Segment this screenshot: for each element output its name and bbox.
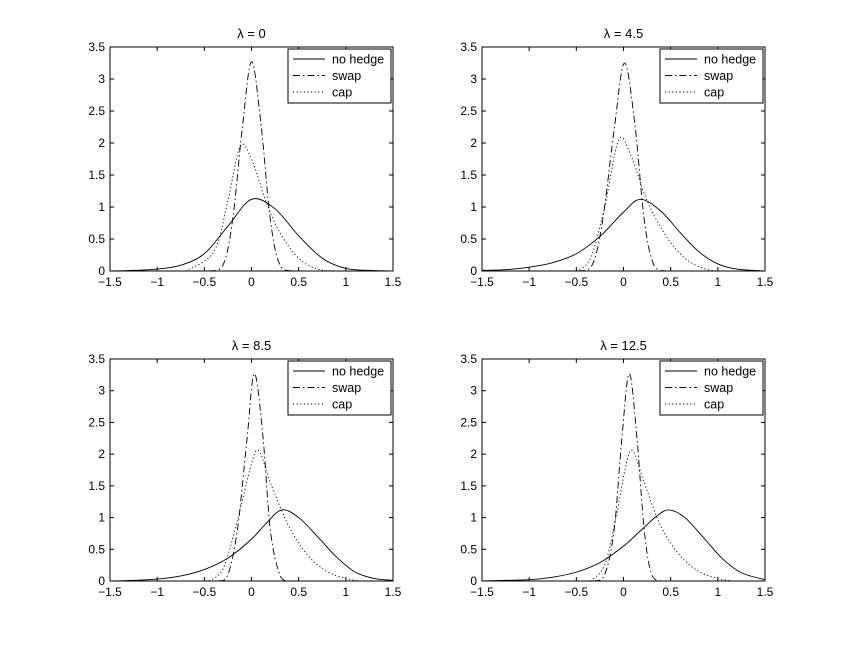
- subplot-title: λ = 0: [237, 26, 266, 41]
- y-tick-label: 3.5: [88, 40, 105, 54]
- y-tick-label: 0: [470, 574, 477, 588]
- x-tick-label: 0: [248, 275, 255, 289]
- legend-label: swap: [332, 69, 361, 83]
- x-tick-label: −1: [522, 585, 536, 599]
- legend-label: no hedge: [332, 53, 384, 67]
- series-line-cap: [590, 449, 733, 581]
- subplot-2: −1.5 −1 −0.5 0 0.5 1 1.5 0 0.5 1 1.5 2 2.5 3 3.5 λ = 4.…: [460, 26, 773, 289]
- legend-label: swap: [704, 69, 733, 83]
- y-tick-label: 1: [470, 200, 477, 214]
- x-tick-label: 1.5: [757, 275, 774, 289]
- legend-box: [287, 360, 392, 416]
- legend-label: cap: [332, 86, 352, 100]
- legend-box: [287, 48, 392, 104]
- y-tick-label: 1: [98, 200, 105, 214]
- y-tick-label: 0.5: [88, 232, 105, 246]
- x-tick-label: 1: [342, 275, 349, 289]
- legend-label: swap: [332, 381, 361, 395]
- legend: no hedge swap cap: [659, 48, 764, 104]
- x-tick-label: −1: [150, 585, 164, 599]
- legend: no hedge swap cap: [287, 48, 392, 104]
- subplot-title: λ = 12.5: [600, 338, 647, 353]
- x-tick-label: 0: [248, 585, 255, 599]
- legend-label: no hedge: [704, 53, 756, 67]
- y-tick-label: 1: [98, 511, 105, 525]
- y-tick-label: 2.5: [460, 415, 477, 429]
- y-tick-label: 3.5: [88, 352, 105, 366]
- y-tick-label: 2: [98, 136, 105, 150]
- legend-label: cap: [704, 398, 724, 412]
- y-tick-label: 0: [98, 574, 105, 588]
- y-tick-label: 0.5: [460, 542, 477, 556]
- y-tick-label: 0.5: [88, 542, 105, 556]
- x-tick-label: −0.5: [564, 585, 588, 599]
- x-tick-label: 1.5: [757, 585, 774, 599]
- series-line-no-hedge: [482, 198, 765, 271]
- x-tick-label: −1.5: [98, 275, 122, 289]
- x-tick-label: 0: [620, 275, 627, 289]
- legend-label: cap: [704, 86, 724, 100]
- x-tick-label: −1: [150, 275, 164, 289]
- y-tick-label: 1.5: [88, 479, 105, 493]
- legend-box: [659, 360, 764, 416]
- y-tick-label: 2: [98, 447, 105, 461]
- x-tick-label: −1.5: [98, 585, 122, 599]
- x-tick-label: 1.5: [385, 275, 402, 289]
- x-tick-label: 1: [714, 275, 721, 289]
- x-tick-label: −1: [522, 275, 536, 289]
- y-tick-label: 3: [98, 72, 105, 86]
- series-line-no-hedge: [110, 509, 393, 581]
- series-line-swap: [208, 61, 295, 271]
- x-tick-label: 0.5: [290, 275, 307, 289]
- x-tick-label: 1: [714, 585, 721, 599]
- x-tick-label: 1.5: [385, 585, 402, 599]
- x-tick-label: 1: [342, 585, 349, 599]
- legend: no hedge swap cap: [287, 360, 392, 416]
- subplot-1: −1.5 −1 −0.5 0 0.5 1 1.5 0 0.5 1 1.5 2 2.5 3 3.5 λ = 0 n…: [88, 26, 401, 289]
- series-line-no-hedge: [482, 509, 765, 581]
- y-tick-label: 0.5: [460, 232, 477, 246]
- y-tick-label: 1.5: [88, 168, 105, 182]
- x-tick-label: −0.5: [564, 275, 588, 289]
- subplot-3: −1.5 −1 −0.5 0 0.5 1 1.5 0 0.5 1 1.5 2 2.5 3 3.5 λ = 8.…: [88, 338, 401, 599]
- x-tick-label: 0.5: [290, 585, 307, 599]
- legend-label: swap: [704, 381, 733, 395]
- y-tick-label: 1: [470, 511, 477, 525]
- x-tick-label: 0.5: [662, 585, 679, 599]
- y-tick-label: 3: [470, 72, 477, 86]
- series-line-no-hedge: [110, 198, 393, 271]
- series-line-cap: [208, 449, 361, 581]
- legend-label: cap: [332, 398, 352, 412]
- subplot-4: −1.5 −1 −0.5 0 0.5 1 1.5 0 0.5 1 1.5 2 2.5 3 3.5 λ = 12…: [460, 338, 773, 599]
- x-tick-label: 0.5: [662, 275, 679, 289]
- x-tick-label: −0.5: [192, 585, 216, 599]
- x-tick-label: −0.5: [192, 275, 216, 289]
- x-tick-label: −1.5: [470, 585, 494, 599]
- y-tick-label: 2.5: [88, 104, 105, 118]
- y-tick-label: 0: [98, 264, 105, 278]
- subplot-title: λ = 8.5: [232, 338, 271, 353]
- y-tick-label: 3: [470, 384, 477, 398]
- legend-box: [659, 48, 764, 104]
- x-tick-label: −1.5: [470, 275, 494, 289]
- y-tick-label: 3.5: [460, 352, 477, 366]
- series-line-swap: [593, 373, 664, 581]
- y-tick-label: 3: [98, 384, 105, 398]
- x-tick-label: 0: [620, 585, 627, 599]
- legend-label: no hedge: [704, 365, 756, 379]
- y-tick-label: 2.5: [460, 104, 477, 118]
- y-tick-label: 0: [470, 264, 477, 278]
- y-tick-label: 2: [470, 447, 477, 461]
- y-tick-label: 1.5: [460, 168, 477, 182]
- y-tick-label: 1.5: [460, 479, 477, 493]
- subplot-title: λ = 4.5: [604, 26, 643, 41]
- series-line-cap: [576, 136, 718, 271]
- legend-label: no hedge: [332, 365, 384, 379]
- series-line-swap: [578, 62, 667, 271]
- legend: no hedge swap cap: [659, 360, 764, 416]
- y-tick-label: 3.5: [460, 40, 477, 54]
- y-tick-label: 2: [470, 136, 477, 150]
- y-tick-label: 2.5: [88, 415, 105, 429]
